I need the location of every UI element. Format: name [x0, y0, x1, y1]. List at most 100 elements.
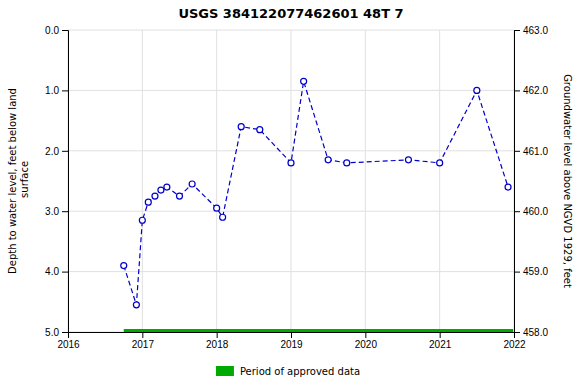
tick-label: 458.0 [523, 327, 548, 338]
tick-mark [62, 30, 68, 31]
tick-label: 460.0 [523, 206, 548, 217]
grid-line [365, 30, 366, 332]
tick: 3.0 [45, 206, 68, 217]
tick-label: 4.0 [45, 266, 59, 277]
marker [145, 199, 151, 205]
tick: 2019 [280, 332, 303, 350]
marker [177, 193, 183, 199]
tick-label: 2.0 [45, 146, 59, 157]
tick: 461.0 [514, 146, 548, 157]
marks [121, 78, 514, 332]
y2-axis: 458.0 459.0 460.0 461.0 462.0 463.0 [514, 25, 548, 338]
y-axis-label: Depth to water level, feet below land su… [7, 88, 30, 274]
tick-label: 2020 [355, 339, 378, 350]
tick-mark [217, 332, 218, 338]
grid-line [68, 150, 514, 151]
tick: 460.0 [514, 206, 548, 217]
tick-mark [62, 332, 68, 333]
marker [164, 184, 170, 190]
axis-line [62, 31, 69, 333]
legend: Period of approved data [216, 366, 360, 377]
marker [474, 87, 480, 93]
tick-label: 459.0 [523, 266, 548, 277]
plot: 20162017201820192020202120220.01.02.03.0… [45, 25, 548, 350]
tick-mark [62, 151, 68, 152]
tick: 2.0 [45, 146, 68, 157]
marker [405, 157, 411, 163]
marker [152, 193, 158, 199]
grid-line [142, 30, 143, 332]
y-axis: 0.0 1.0 2.0 3.0 4.0 5.0 [45, 25, 68, 338]
tick: 462.0 [514, 85, 548, 96]
tick: 2020 [355, 332, 378, 350]
tick-label: 5.0 [45, 327, 59, 338]
marker [238, 124, 244, 130]
series-line [124, 81, 508, 304]
tick-label: 463.0 [523, 25, 548, 36]
tick-label: 462.0 [523, 85, 548, 96]
tick: 463.0 [514, 25, 548, 36]
chart: 20162017201820192020202120220.01.02.03.0… [0, 0, 576, 384]
grid-line [439, 30, 440, 332]
axis-line [69, 333, 515, 339]
tick-label: 2017 [132, 339, 155, 350]
grid-line [68, 30, 514, 31]
marker [189, 181, 195, 187]
tick-mark [514, 30, 520, 31]
tick-mark [514, 211, 520, 212]
marker [220, 214, 226, 220]
tick-mark [514, 332, 520, 333]
marker [437, 160, 443, 166]
tick-mark [514, 90, 520, 91]
title: USGS 384122077462601 48T 7 [178, 6, 403, 21]
legend-item: Period of approved data [216, 366, 360, 377]
tick-mark [514, 272, 520, 273]
x-axis: 2016201720182019202020212022 [57, 332, 526, 350]
tick-label: 0.0 [45, 25, 59, 36]
tick-label: 3.0 [45, 206, 59, 217]
legend-label: Period of approved data [240, 366, 360, 377]
tick: 2021 [429, 332, 452, 350]
tick-mark [291, 332, 292, 338]
tick-mark [62, 211, 68, 212]
tick: 5.0 [45, 327, 68, 338]
marker [288, 160, 294, 166]
tick-mark [62, 272, 68, 273]
marker [344, 160, 350, 166]
tick-mark [514, 151, 520, 152]
tick-label: 2019 [280, 339, 303, 350]
tick-mark [142, 332, 143, 338]
axis-line [515, 31, 521, 333]
tick: 0.0 [45, 25, 68, 36]
grid-line [68, 211, 514, 212]
marker [505, 184, 511, 190]
grid-line [216, 30, 217, 332]
tick-label: 2021 [429, 339, 452, 350]
tick-mark [365, 332, 366, 338]
tick: 2018 [206, 332, 229, 350]
marker [121, 263, 127, 269]
marker [158, 187, 164, 193]
tick: 459.0 [514, 266, 548, 277]
tick: 4.0 [45, 266, 68, 277]
tick-label: 1.0 [45, 85, 59, 96]
grid-line [68, 90, 514, 91]
tick-label: 2022 [503, 339, 526, 350]
tick-mark [440, 332, 441, 338]
tick: 458.0 [514, 327, 548, 338]
tick: 1.0 [45, 85, 68, 96]
approved-period [124, 329, 514, 332]
marker [214, 205, 220, 211]
tick-label: 2018 [206, 339, 229, 350]
grid-line [291, 30, 292, 332]
y2-axis-label: Groundwater level above NGVD 1929, feet [562, 74, 573, 288]
legend-swatch [216, 366, 234, 376]
marker [133, 302, 139, 308]
tick-mark [62, 90, 68, 91]
grid-line [68, 271, 514, 272]
marker [257, 127, 263, 133]
tick: 2017 [132, 332, 155, 350]
marker [139, 217, 145, 223]
marker [301, 78, 307, 84]
tick-label: 461.0 [523, 146, 548, 157]
